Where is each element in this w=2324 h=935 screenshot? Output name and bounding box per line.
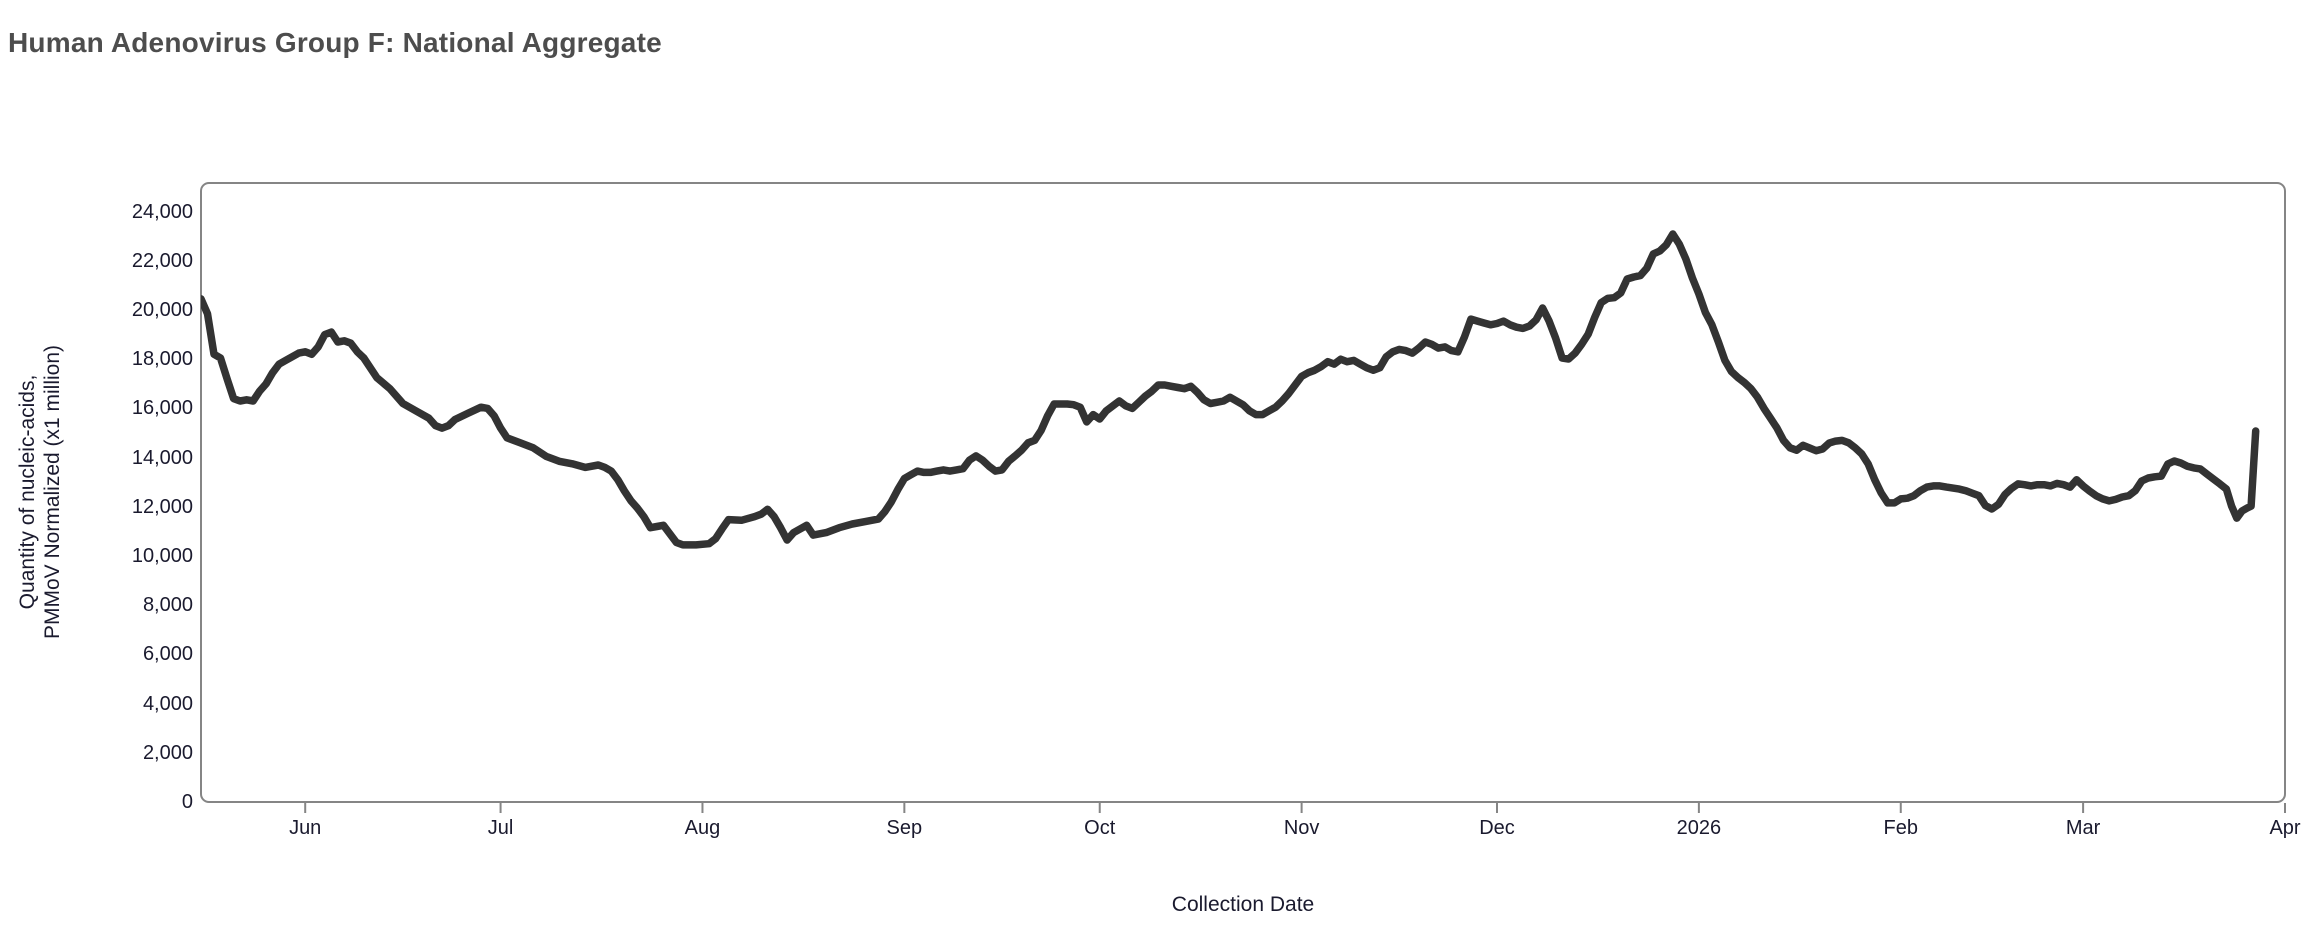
- x-tick-label: Mar: [2065, 817, 2101, 839]
- y-tick-label: 12,000: [131, 495, 193, 518]
- y-tick-label: 16,000: [131, 397, 193, 420]
- x-tick-label: 2026: [1676, 817, 1722, 839]
- y-tick-label: 8,000: [142, 594, 193, 617]
- y-tick-label: 18,000: [131, 348, 193, 371]
- x-tick-label: Jun: [289, 817, 322, 839]
- y-tick-label: 4,000: [142, 692, 193, 715]
- x-tick-label: Sep: [886, 817, 923, 839]
- y-tick-label: 6,000: [142, 643, 193, 666]
- x-tick-label: Jul: [487, 817, 514, 839]
- x-tick-label: Feb: [1883, 817, 1918, 839]
- plot-border: [200, 182, 2286, 803]
- x-tick-label: Oct: [1084, 817, 1116, 839]
- data-line: [201, 230, 2260, 549]
- y-tick-label: 14,000: [131, 446, 193, 469]
- y-tick-label: 0: [181, 791, 193, 813]
- chart-title: Human Adenovirus Group F: National Aggre…: [8, 27, 662, 58]
- y-tick-label: 24,000: [131, 200, 193, 223]
- x-tick-label: Apr: [2269, 817, 2301, 839]
- y-tick-label: 20,000: [131, 299, 193, 321]
- x-tick-label: Dec: [1479, 817, 1515, 839]
- y-tick-label: 10,000: [131, 545, 193, 567]
- x-tick-label: Aug: [684, 817, 721, 839]
- x-axis-label: Collection Date: [1171, 893, 1315, 916]
- x-tick-label: Nov: [1283, 817, 1320, 839]
- y-tick-label: 2,000: [142, 741, 193, 764]
- y-tick-label: 22,000: [131, 249, 193, 272]
